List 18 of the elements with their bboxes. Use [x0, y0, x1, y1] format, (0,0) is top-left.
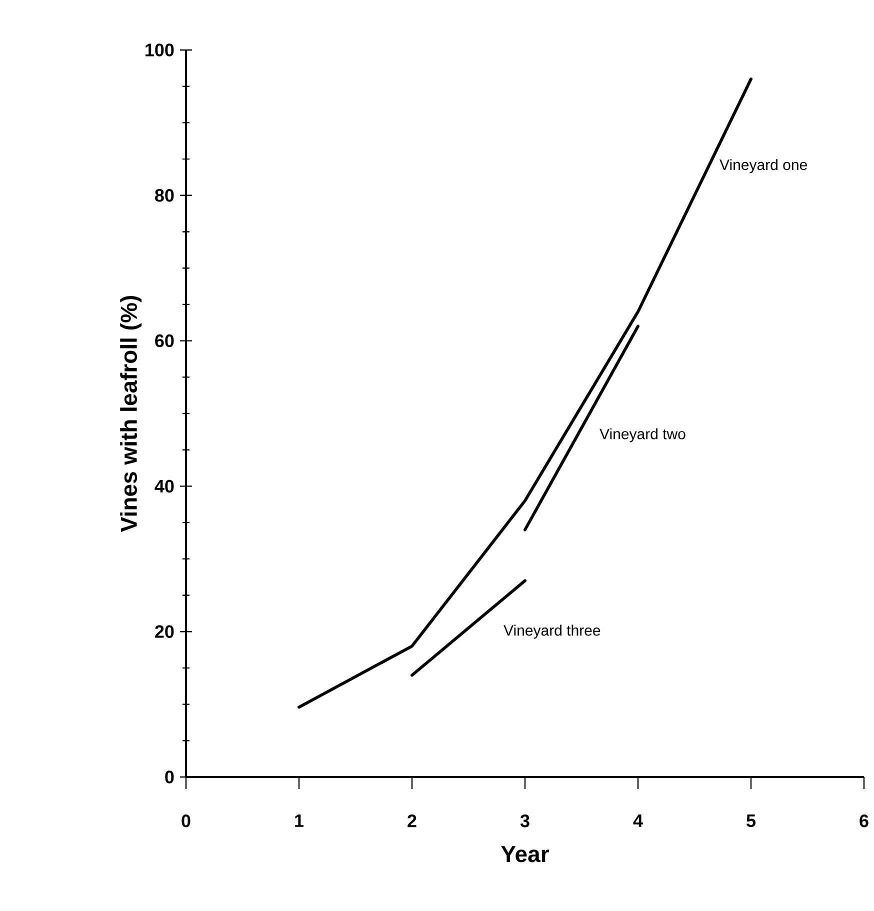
x-tick-label: 6: [860, 814, 868, 828]
x-tick-label: 2: [408, 814, 416, 828]
y-tick-label: 80: [155, 189, 174, 202]
y-tick-label: 20: [155, 625, 174, 638]
x-tick-label: 3: [520, 814, 530, 828]
x-tick-label: 5: [746, 814, 756, 828]
y-tick-label: 40: [154, 480, 174, 493]
y-tick-label: 60: [155, 334, 174, 348]
series-label: Vineyard two: [600, 428, 686, 442]
x-tick-label: 1: [295, 814, 304, 827]
x-axis-title: Year: [501, 846, 549, 862]
y-tick-label: 100: [146, 44, 174, 56]
y-axis-title: Vines with leafroll (%): [120, 296, 142, 532]
y-tick-label: 0: [165, 770, 174, 784]
series-label: Vineyard three: [504, 624, 600, 639]
series-label: Vineyard one: [720, 159, 807, 174]
x-tick-label: 4: [633, 814, 643, 827]
x-tick-label: 0: [182, 814, 190, 828]
